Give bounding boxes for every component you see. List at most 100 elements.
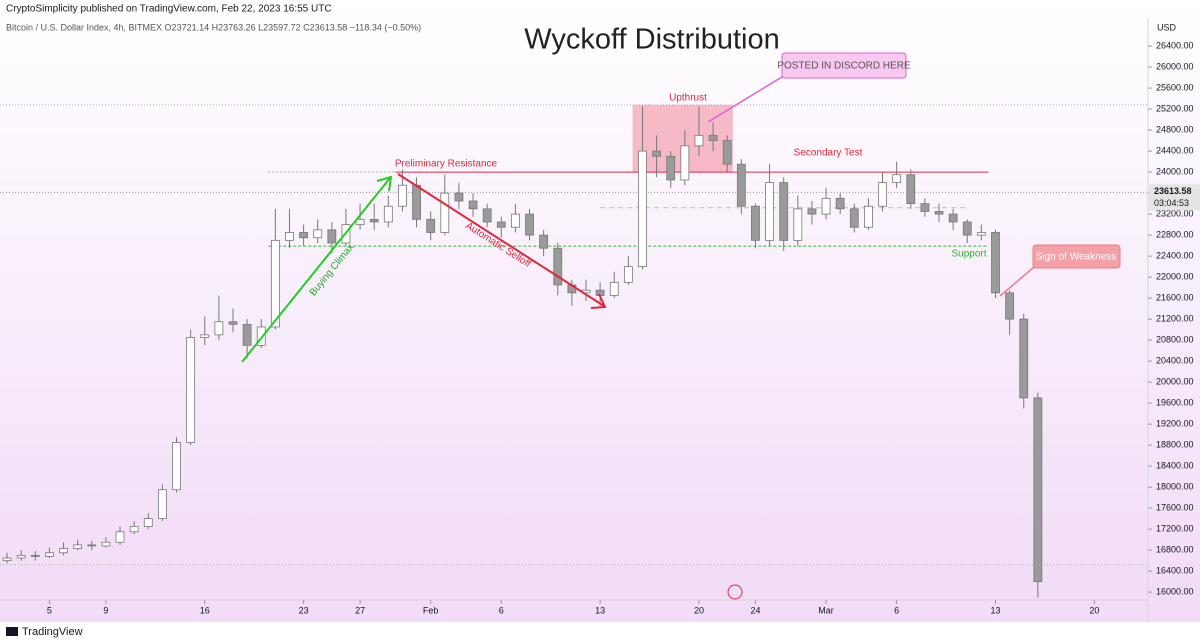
buying-climax-arrow [241, 177, 391, 363]
y-tick-label: 20800.00 [1156, 334, 1194, 344]
candle-body [553, 247, 563, 286]
candle-body [115, 531, 125, 543]
x-tick-label: 13 [990, 605, 1000, 615]
y-tick-label: 18400.00 [1156, 460, 1194, 470]
y-tick-label: 19200.00 [1156, 418, 1194, 428]
candle-body [73, 544, 83, 549]
x-tick-label: Mar [818, 605, 834, 615]
candle-body [299, 232, 308, 239]
currency: USD [1157, 22, 1177, 32]
candle-body [2, 557, 12, 562]
candle-body [1019, 318, 1029, 399]
resistance-label: Preliminary Resistance [395, 159, 498, 170]
candle-body [510, 213, 520, 228]
last-price-label: 23613.58 [1154, 186, 1192, 196]
candle-body [496, 221, 506, 228]
candle-body [214, 321, 224, 336]
y-tick-label: 16000.00 [1156, 586, 1194, 596]
y-tick-label: 18000.00 [1156, 481, 1194, 491]
candle-body [186, 337, 196, 443]
y-tick-label: 25200.00 [1156, 103, 1194, 113]
candle-body [906, 174, 916, 204]
arrow-head [590, 293, 607, 309]
candle-body [200, 334, 210, 338]
candle-body [525, 213, 534, 236]
candle-body [736, 163, 746, 207]
candle-body [313, 229, 323, 239]
candle-body [45, 552, 54, 557]
candle-body [1005, 292, 1015, 320]
candle-body [285, 232, 294, 241]
candle-body [991, 232, 1000, 294]
price-tag [1149, 184, 1200, 211]
weakness-label: Sign of Weakness [1036, 252, 1116, 263]
discord-pointer [707, 71, 791, 123]
footer-brand: TradingView [22, 626, 83, 638]
y-tick-label: 18800.00 [1156, 439, 1194, 449]
y-tick-label: 22400.00 [1156, 250, 1194, 260]
discord-label: POSTED IN DISCORD HERE [777, 61, 911, 72]
footer-bar [0, 622, 1200, 643]
candle-body [864, 205, 873, 228]
candle-body [948, 213, 958, 223]
candle-body [426, 218, 436, 233]
y-tick-label: 16400.00 [1156, 565, 1194, 575]
support-label: Support [951, 249, 986, 260]
candle-body [694, 134, 704, 147]
candle-body [398, 184, 407, 207]
y-tick-label: 20400.00 [1156, 355, 1194, 365]
candle-body [59, 548, 68, 554]
candle-body [270, 239, 280, 328]
event-icon [727, 584, 743, 600]
x-tick-label: 23 [299, 605, 309, 615]
countdown-label: 03:04:53 [1154, 198, 1189, 208]
x-tick-label: 9 [103, 605, 108, 615]
upthrust-label: Upthrust [669, 93, 707, 104]
candle-body [680, 145, 690, 181]
automatic-selloff-arrow [397, 173, 605, 307]
y-tick-label: 19600.00 [1156, 397, 1194, 407]
x-tick-label: 13 [595, 605, 605, 615]
x-tick-label: 5 [47, 605, 52, 615]
x-tick-label: 20 [694, 605, 704, 615]
candle-body [172, 442, 181, 491]
candle-body [793, 208, 803, 241]
header: CryptoSimplicity published on TradingVie… [6, 4, 332, 15]
candle-body [779, 182, 789, 241]
candle-body [623, 266, 633, 283]
y-tick-label: 24000.00 [1156, 166, 1194, 176]
candle-body [369, 218, 379, 223]
candle-body [652, 150, 662, 157]
candle-body [242, 323, 252, 346]
candle-body [666, 155, 676, 181]
x-tick-label: 16 [200, 605, 210, 615]
logo [6, 627, 18, 636]
candle-body [101, 541, 111, 547]
x-tick-label: 6 [894, 605, 899, 615]
candle-body [143, 518, 153, 527]
candle-body [539, 234, 549, 249]
candle-body [962, 221, 972, 236]
candle-body [129, 526, 139, 533]
candle-body [878, 182, 887, 207]
weakness-pointer [999, 261, 1041, 297]
candle-body [228, 321, 238, 325]
candle-body [835, 197, 845, 210]
candle-body [722, 140, 732, 165]
symbol-line: Bitcoin / U.S. Dollar Index, 4h, BITMEX … [6, 22, 421, 32]
candle-body [383, 205, 393, 223]
y-tick-label: 24400.00 [1156, 145, 1194, 155]
y-tick-label: 17600.00 [1156, 502, 1194, 512]
x-tick-label: Feb [423, 605, 439, 615]
candle-body [765, 182, 774, 241]
candle-body [976, 232, 986, 236]
y-tick-label: 22800.00 [1156, 229, 1194, 239]
candle-body [327, 229, 337, 244]
candle-body [355, 218, 365, 226]
y-tick-label: 26000.00 [1156, 61, 1194, 71]
candle-body [934, 211, 944, 215]
weakness-callout [1032, 244, 1121, 269]
chart-title: Wyckoff Distribution [524, 24, 779, 56]
